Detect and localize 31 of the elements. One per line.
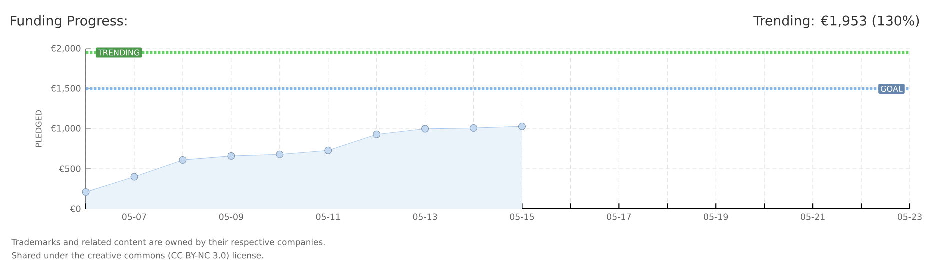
chart-title: Funding Progress: [11, 16, 127, 28]
point [130, 173, 138, 181]
x-tick-label: 05-11 [316, 214, 340, 220]
ref-line-label: TRENDING [98, 50, 140, 56]
point [422, 125, 430, 133]
point [470, 124, 478, 132]
text: Trademarks and related content are owned by their respective companies. [12, 238, 325, 248]
y-axis-title: PLEDGED [36, 110, 42, 148]
point [179, 156, 187, 164]
chart-subtitle: Trending: €1,953 (130%) [754, 16, 920, 28]
x-tick-label: 05-13 [413, 214, 438, 220]
x-tick-label: 05-21 [801, 214, 825, 220]
point [276, 150, 284, 158]
y-tick-label: €0 [70, 206, 81, 212]
point [373, 130, 381, 138]
ref-line-label: GOAL [881, 86, 903, 92]
x-tick-label: 05-15 [510, 214, 534, 220]
point [82, 188, 90, 196]
text: Shared under the creative commons (CC BY-NC 3.0) license. [12, 252, 264, 260]
point [228, 152, 236, 160]
x-tick-label: 05-09 [219, 214, 244, 220]
x-tick-label: 05-17 [607, 214, 632, 220]
y-tick-label: €2,000 [50, 45, 81, 53]
x-tick-label: 05-23 [898, 214, 922, 220]
point [324, 146, 332, 154]
x-tick-label: 05-07 [122, 214, 146, 220]
y-tick-label: €1,000 [50, 125, 81, 133]
x-tick-label: 05-19 [704, 214, 728, 220]
point [518, 122, 526, 130]
y-tick-label: €500 [59, 166, 81, 172]
y-tick-label: €1,500 [50, 85, 81, 93]
